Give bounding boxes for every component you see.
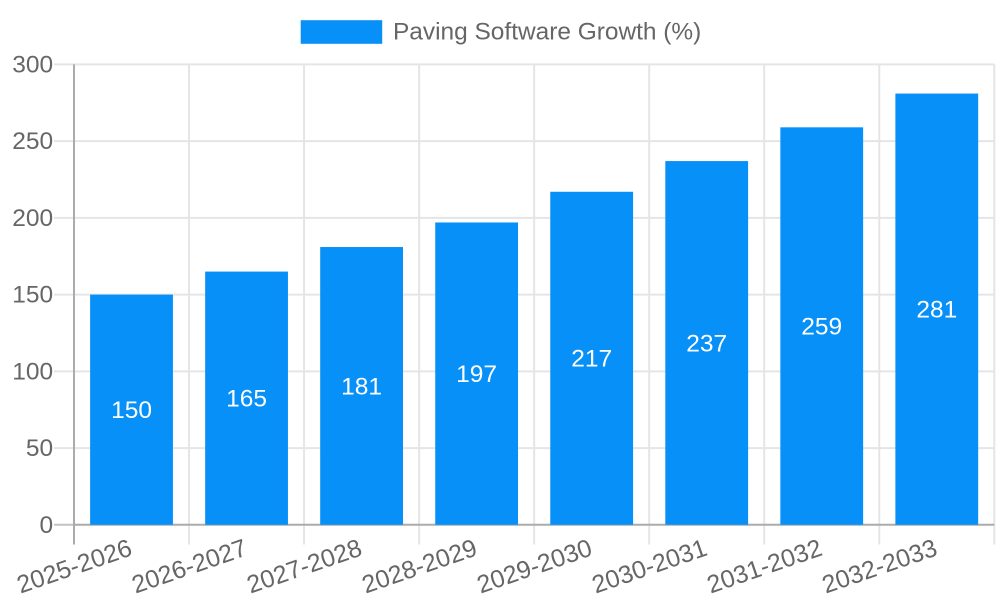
svg-text:281: 281: [916, 297, 957, 324]
svg-text:197: 197: [456, 361, 497, 388]
svg-text:259: 259: [801, 313, 842, 340]
svg-text:165: 165: [226, 386, 267, 413]
svg-text:150: 150: [12, 282, 53, 309]
svg-text:Paving Software Growth (%): Paving Software Growth (%): [393, 18, 701, 45]
svg-text:300: 300: [12, 51, 53, 78]
svg-text:217: 217: [571, 346, 612, 373]
svg-text:250: 250: [12, 128, 53, 155]
svg-text:0: 0: [40, 512, 54, 539]
svg-text:100: 100: [12, 358, 53, 385]
svg-text:237: 237: [686, 330, 727, 357]
svg-text:50: 50: [26, 435, 53, 462]
svg-text:181: 181: [341, 373, 382, 400]
svg-text:150: 150: [111, 397, 152, 424]
svg-text:200: 200: [12, 205, 53, 232]
